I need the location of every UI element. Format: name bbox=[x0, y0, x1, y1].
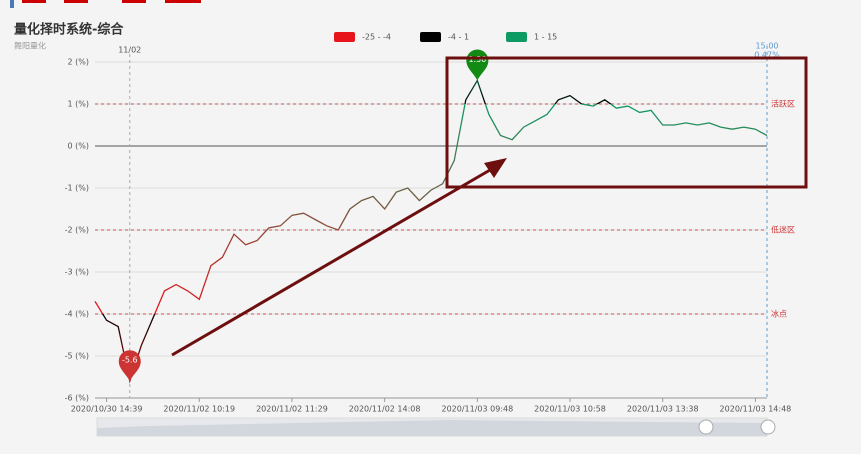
decor bbox=[64, 0, 88, 3]
series-line bbox=[94, 78, 768, 384]
highlight-box bbox=[445, 56, 808, 189]
y-tick-label: -3 (%) bbox=[65, 268, 89, 277]
end-marker-value: 0.47% bbox=[754, 51, 780, 60]
legend-label: -25 - -4 bbox=[362, 33, 391, 42]
mark-pin-label: -5.6 bbox=[122, 356, 138, 365]
x-tick-label: 2020/11/02 14:08 bbox=[349, 405, 421, 414]
end-marker-time: 15:00 bbox=[755, 42, 778, 51]
y-tick-label: 1 (%) bbox=[68, 100, 89, 109]
trend-arrow bbox=[171, 168, 491, 357]
mark-line-label: 活跃区 bbox=[771, 99, 795, 109]
y-tick-label: 0 (%) bbox=[68, 142, 89, 151]
y-tick-label: -5 (%) bbox=[65, 352, 89, 361]
slider-handle[interactable] bbox=[760, 419, 776, 435]
legend-label: -4 - 1 bbox=[448, 33, 469, 42]
day-marker-label: 11/02 bbox=[118, 46, 141, 55]
chart-subtitle: 舞阳量化 bbox=[14, 41, 46, 51]
data-zoom-slider[interactable] bbox=[96, 417, 776, 437]
x-tick-label: 2020/11/03 09:48 bbox=[441, 405, 513, 414]
legend-label: 1 - 15 bbox=[534, 33, 557, 42]
y-tick-label: 2 (%) bbox=[68, 58, 89, 67]
slider-shadow bbox=[97, 420, 767, 436]
x-tick-label: 2020/11/02 11:29 bbox=[256, 405, 328, 414]
mark-line-label: 冰点 bbox=[771, 309, 787, 319]
decor bbox=[10, 0, 14, 8]
chart-title: 量化择时系统-综合 bbox=[14, 22, 124, 38]
slider-handle[interactable] bbox=[698, 419, 714, 435]
x-tick-label: 2020/11/02 10:19 bbox=[163, 405, 235, 414]
legend-swatch bbox=[420, 32, 441, 42]
y-tick-label: -1 (%) bbox=[65, 184, 89, 193]
x-tick-label: 2020/11/03 10:58 bbox=[534, 405, 606, 414]
legend-swatch bbox=[506, 32, 527, 42]
decor bbox=[22, 0, 46, 3]
x-tick-label: 2020/10/30 14:39 bbox=[71, 405, 143, 414]
mark-line-label: 低迷区 bbox=[771, 225, 795, 235]
mark-pin bbox=[118, 350, 141, 382]
legend-swatch bbox=[334, 32, 355, 42]
y-tick-label: -6 (%) bbox=[65, 394, 89, 403]
decor bbox=[122, 0, 146, 3]
x-tick-label: 2020/11/03 14:48 bbox=[720, 405, 792, 414]
trend-arrow-head bbox=[484, 158, 507, 178]
x-tick-label: 2020/11/03 13:38 bbox=[627, 405, 699, 414]
decor bbox=[165, 0, 201, 3]
y-tick-label: -4 (%) bbox=[65, 310, 89, 319]
y-tick-label: -2 (%) bbox=[65, 226, 89, 235]
